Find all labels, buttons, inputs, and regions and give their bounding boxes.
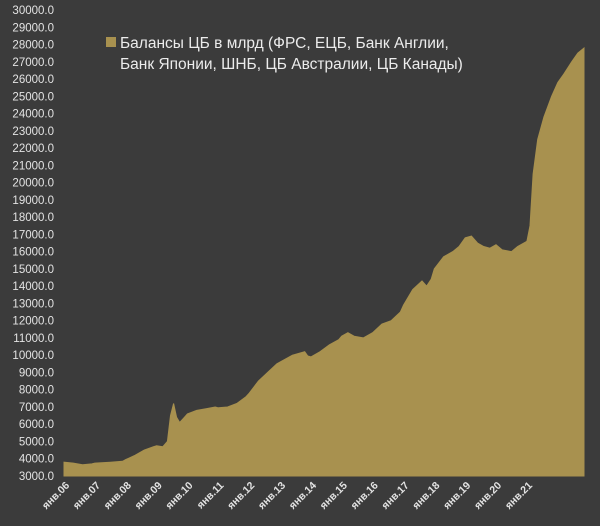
y-tick-label: 3000.0 xyxy=(19,471,54,483)
y-tick-label: 9000.0 xyxy=(19,367,54,379)
y-tick-label: 21000.0 xyxy=(12,160,54,172)
y-tick-label: 17000.0 xyxy=(12,229,54,241)
y-tick-label: 15000.0 xyxy=(12,264,54,276)
y-tick-label: 11000.0 xyxy=(13,333,54,345)
y-tick-label: 18000.0 xyxy=(12,212,54,224)
legend: Балансы ЦБ в млрд (ФРС, ЕЦБ, Банк Англии… xyxy=(106,35,463,73)
y-tick-label: 7000.0 xyxy=(19,402,54,414)
legend-label-line-1: Балансы ЦБ в млрд (ФРС, ЕЦБ, Банк Англии… xyxy=(120,35,449,52)
y-tick-label: 26000.0 xyxy=(12,74,54,86)
y-tick-label: 10000.0 xyxy=(12,350,54,362)
legend-label-line-2: Банк Японии, ШНБ, ЦБ Австралии, ЦБ Канад… xyxy=(120,56,463,73)
y-tick-label: 12000.0 xyxy=(12,316,54,328)
legend-swatch xyxy=(106,37,116,47)
y-tick-label: 25000.0 xyxy=(12,91,54,103)
y-tick-label: 8000.0 xyxy=(19,385,54,397)
series-area-0 xyxy=(63,46,585,477)
plot-area xyxy=(63,46,585,477)
y-tick-label: 4000.0 xyxy=(19,454,54,466)
y-tick-label: 19000.0 xyxy=(12,195,54,207)
y-tick-label: 22000.0 xyxy=(12,143,54,155)
y-tick-label: 23000.0 xyxy=(12,126,54,138)
y-tick-label: 28000.0 xyxy=(12,40,54,52)
y-tick-label: 27000.0 xyxy=(12,57,54,69)
y-tick-label: 6000.0 xyxy=(19,419,54,431)
y-tick-label: 5000.0 xyxy=(19,436,54,448)
y-tick-label: 29000.0 xyxy=(12,22,54,34)
y-tick-label: 13000.0 xyxy=(12,298,54,310)
y-axis: 3000.0 4000.0 5000.0 6000.0 7000.0 8000.0 9000… xyxy=(12,5,54,483)
y-tick-label: 30000.0 xyxy=(12,5,54,17)
y-tick-label: 24000.0 xyxy=(12,109,54,121)
y-tick-label: 20000.0 xyxy=(12,178,54,190)
y-tick-label: 16000.0 xyxy=(12,247,54,259)
y-tick-label: 14000.0 xyxy=(12,281,54,293)
